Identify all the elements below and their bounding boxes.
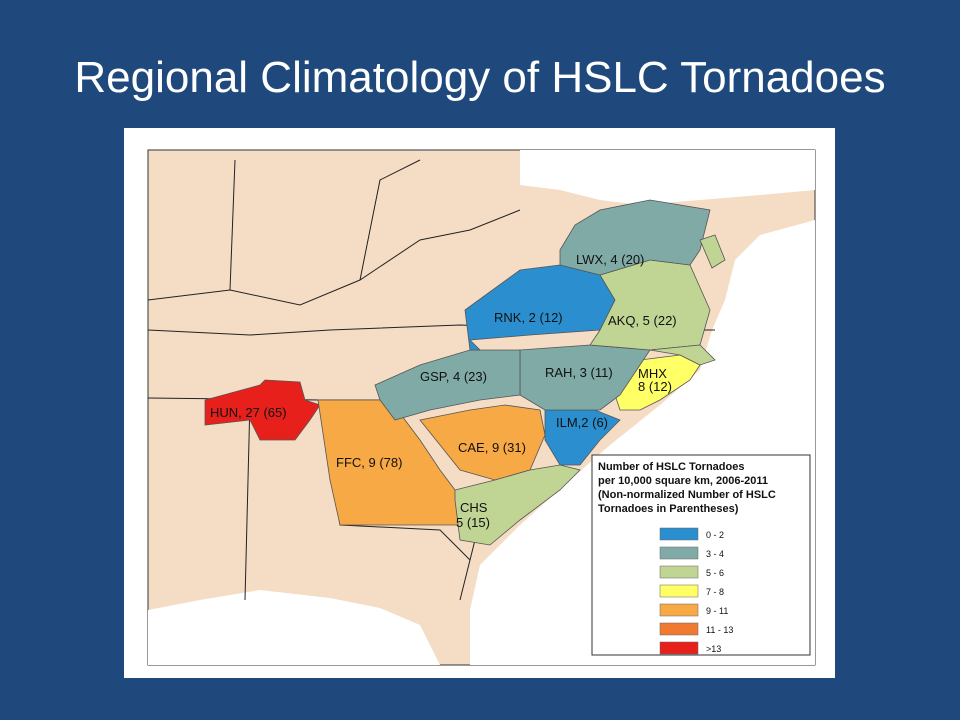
legend-label: 3 - 4 [706,549,724,559]
region-hun [204,379,321,441]
gulf [148,590,440,665]
state-line [229,159,236,291]
region-label: CHS [460,500,488,515]
region-label: RAH, 3 (11) [545,365,613,380]
region-coastal [649,344,716,366]
region-lwx [559,199,711,276]
region-label: CAE, 9 (31) [458,440,526,455]
region-label: GSP, 4 (23) [420,369,487,384]
legend-swatch [659,641,699,655]
legend-label: 0 - 2 [706,530,724,540]
legend-swatch [659,546,699,560]
legend-title: (Non-normalized Number of HSLC [598,489,776,501]
region-delmarva [699,234,726,269]
legend: Number of HSLC Tornadoes per 10,000 squar… [591,454,811,656]
legend-swatch [659,622,699,636]
region-gsp [374,349,521,421]
legend-title: per 10,000 square km, 2006-2011 [598,475,768,487]
region-label: 5 (15) [456,515,490,530]
region-label: AKQ, 5 (22) [608,313,677,328]
region-label: ILM,2 (6) [556,415,608,430]
state-line [244,399,251,601]
legend-box [591,454,811,656]
state-line [339,524,471,561]
region-label: LWX, 4 (20) [576,252,644,267]
region-label: HUN, 27 (65) [210,405,287,420]
legend-swatch [659,565,699,579]
region-cae [419,404,546,481]
region-label: 8 (12) [638,379,672,394]
great-lakes-area [520,150,815,205]
legend-title: Tornadoes in Parentheses) [598,503,739,515]
slide-title: Regional Climatology of HSLC Tornadoes [74,53,885,102]
state-line [359,159,421,281]
region-label: MHX [638,366,667,381]
legend-label: 7 - 8 [706,587,724,597]
legend-title: Number of HSLC Tornadoes [598,461,744,473]
legend-swatch [659,527,699,541]
region-label: FFC, 9 (78) [336,455,402,470]
legend-label: >13 [706,644,721,654]
region-ilm [544,409,621,466]
legend-label: 9 - 11 [706,606,728,616]
legend-swatch [659,603,699,617]
legend-label: 11 - 13 [706,625,733,635]
region-label: RNK, 2 (12) [494,310,563,325]
legend-label: 5 - 6 [706,568,724,578]
legend-swatch [659,584,699,598]
region-chs [454,464,581,546]
